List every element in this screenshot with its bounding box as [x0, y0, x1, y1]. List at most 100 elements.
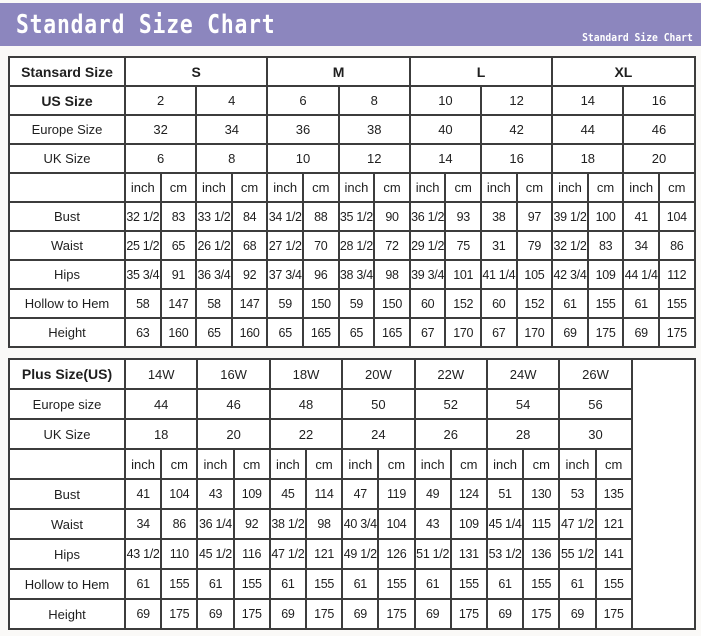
measure-cell: 58	[195, 288, 233, 319]
measure-cell: 28 1/2	[337, 230, 376, 261]
measure-cell: 150	[302, 288, 340, 319]
unit-cm-label: cm	[444, 172, 483, 203]
measure-cell: 61	[551, 288, 589, 319]
size-cell: 20	[622, 143, 696, 174]
measure-cell: 43	[196, 478, 235, 510]
unit-inch-label: inch	[622, 172, 660, 203]
measure-cell: 112	[657, 259, 696, 290]
standard-size-table-body: Stansard Size S M L XL US Size 2 4 6 8 10 12 14 16 Eur…	[8, 56, 696, 348]
unit-cm-label: cm	[232, 448, 271, 480]
measure-cell: 25 1/2	[124, 230, 162, 261]
header-subtitle: Standard Size Chart	[582, 31, 693, 44]
measure-cell: 36 1/2	[408, 201, 447, 232]
plus-size-table-body: Plus Size(US) 14W 16W 18W 20W 22W 24W 26W Europe…	[8, 358, 696, 630]
row-label: Height	[8, 317, 126, 348]
measure-cell: 41 1/4	[480, 259, 518, 290]
measure-cell: 47 1/2	[268, 538, 307, 570]
size-cell: 28	[485, 418, 561, 450]
measure-cell: 98	[373, 259, 411, 290]
measure-cell: 175	[586, 317, 625, 348]
measure-cell: 152	[444, 288, 483, 319]
measure-cell: 39 3/4	[408, 259, 447, 290]
measure-cell: 51 1/2	[413, 538, 452, 570]
size-group-header: M	[266, 56, 411, 87]
measure-cell: 34 1/2	[266, 201, 304, 232]
measure-cell: 175	[304, 598, 344, 630]
measure-cell: 92	[232, 508, 271, 540]
measure-cell: 38 3/4	[337, 259, 376, 290]
measure-cell: 121	[594, 508, 633, 540]
size-cell: 26	[413, 418, 488, 450]
size-cell: 30	[558, 418, 633, 450]
unit-inch-label: inch	[337, 172, 376, 203]
measure-cell: 35 1/2	[337, 201, 376, 232]
size-cell: 8	[195, 143, 269, 174]
measure-cell: 32 1/2	[124, 201, 162, 232]
measure-cell: 155	[586, 288, 625, 319]
measure-cell: 75	[444, 230, 483, 261]
measure-cell: 90	[373, 201, 411, 232]
size-cell: 18	[123, 418, 199, 450]
unit-cm-label: cm	[594, 448, 633, 480]
measure-cell: 61	[123, 568, 163, 600]
measure-cell: 88	[302, 201, 340, 232]
measure-row: Waist 34 86 36 1/4 92 38 1/2 98 40 3/4 104 43 109 4…	[8, 508, 695, 540]
measure-cell: 93	[444, 201, 483, 232]
row-label: Bust	[8, 201, 126, 232]
size-group-header: 22W	[413, 358, 488, 390]
size-group-header: 18W	[268, 358, 344, 390]
size-cell: 50	[341, 388, 416, 420]
measure-cell: 155	[232, 568, 271, 600]
measure-cell: 165	[373, 317, 411, 348]
row-label: Waist	[8, 230, 126, 261]
measure-cell: 98	[304, 508, 344, 540]
measure-cell: 42 3/4	[551, 259, 589, 290]
measure-cell: 70	[302, 230, 340, 261]
unit-cm-label: cm	[522, 448, 561, 480]
size-group-header: L	[408, 56, 554, 87]
unit-inch-label: inch	[196, 448, 235, 480]
measure-cell: 165	[302, 317, 340, 348]
measure-cell: 36 3/4	[195, 259, 233, 290]
size-cell: 4	[195, 85, 269, 116]
unit-inch-label: inch	[268, 448, 307, 480]
size-cell: 10	[408, 85, 483, 116]
measure-cell: 101	[444, 259, 483, 290]
europe-size-row: Europe size 44 46 48 50 52 54 56	[8, 388, 695, 420]
measure-row: Hollow to Hem 61 155 61 155 61 155 61 155 61 155 61…	[8, 568, 695, 600]
measure-cell: 63	[124, 317, 162, 348]
uk-size-row: UK Size 6 8 10 12 14 16 18 20	[8, 143, 696, 174]
measure-cell: 175	[522, 598, 561, 630]
size-cell: 24	[341, 418, 416, 450]
size-cell: 2	[123, 85, 198, 116]
measure-cell: 59	[337, 288, 376, 319]
measure-cell: 68	[230, 230, 269, 261]
measure-cell: 43	[413, 508, 452, 540]
measure-cell: 97	[515, 201, 554, 232]
size-cell: 34	[195, 114, 269, 145]
measure-cell: 175	[377, 598, 416, 630]
unit-inch-label: inch	[413, 448, 452, 480]
measure-cell: 53	[558, 478, 597, 510]
empty-tail-cell	[630, 358, 696, 630]
corner-label: Plus Size(US)	[8, 358, 126, 390]
measure-row: Hips 35 3/4 91 36 3/4 92 37 3/4 96 38 3/4 98 39 3…	[8, 259, 696, 290]
unit-cm-label: cm	[449, 448, 488, 480]
standard-size-table: Stansard Size S M L XL US Size 2 4 6 8 10 12 14 16 Eur…	[8, 56, 696, 348]
measure-cell: 136	[522, 538, 561, 570]
measure-cell: 126	[377, 538, 416, 570]
row-label: Hollow to Hem	[8, 288, 126, 319]
unit-cm-label: cm	[159, 172, 198, 203]
measure-cell: 175	[594, 598, 633, 630]
measure-cell: 86	[657, 230, 696, 261]
measure-cell: 69	[123, 598, 163, 630]
measure-cell: 41	[622, 201, 660, 232]
measure-cell: 170	[515, 317, 554, 348]
size-cell: 16	[622, 85, 696, 116]
size-cell: 40	[408, 114, 483, 145]
measure-cell: 61	[622, 288, 660, 319]
unit-cm-label: cm	[515, 172, 554, 203]
measure-cell: 79	[515, 230, 554, 261]
measure-cell: 65	[195, 317, 233, 348]
measure-cell: 45	[268, 478, 307, 510]
